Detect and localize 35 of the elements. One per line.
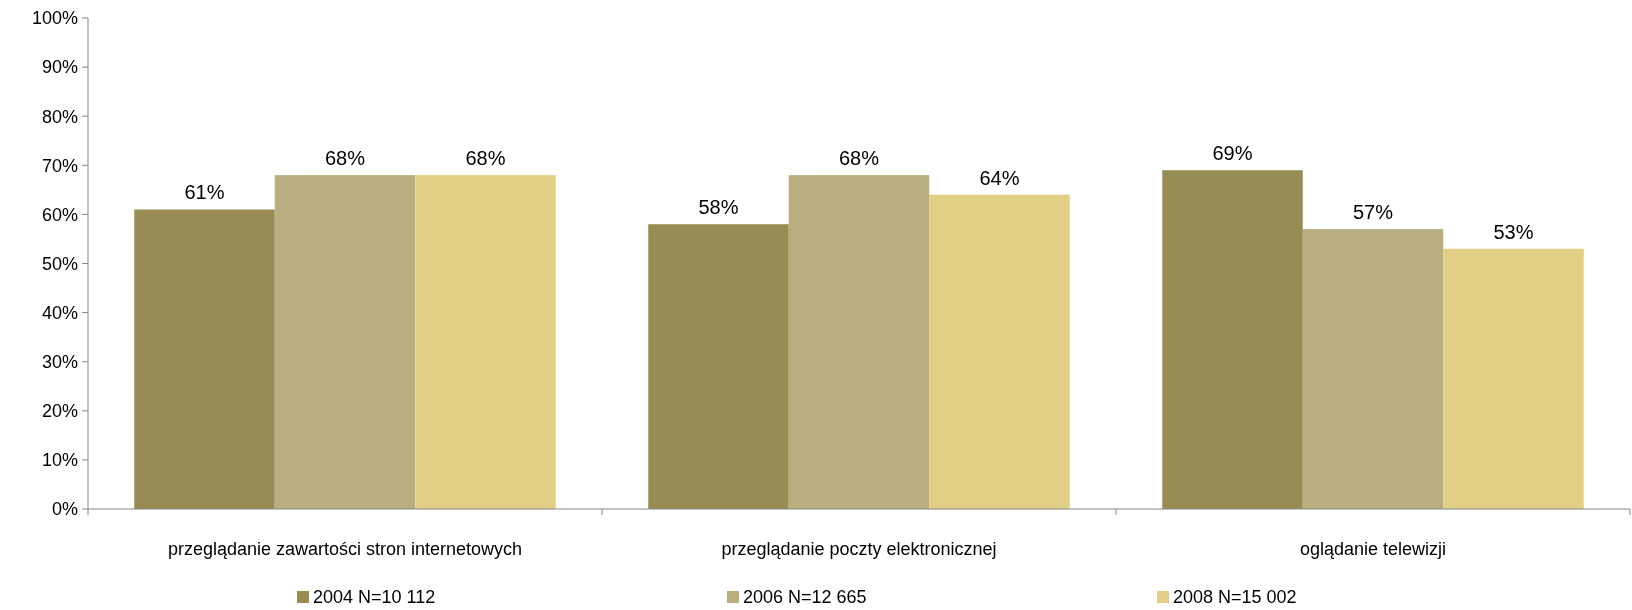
bar	[1443, 248, 1584, 509]
data-label: 68%	[324, 147, 366, 170]
data-label: 58%	[698, 196, 739, 219]
data-label: 68%	[838, 147, 880, 170]
bar	[415, 175, 556, 509]
data-label: 57%	[1352, 201, 1394, 224]
bar	[788, 175, 930, 509]
y-tick-label: 70%	[41, 155, 78, 176]
y-tick-label: 50%	[41, 253, 78, 274]
y-tick-label: 30%	[41, 352, 78, 372]
y-tick-label: 100%	[31, 8, 78, 29]
x-tick-label: przeglądanie poczty elektronicznej	[721, 539, 997, 559]
data-label: 53%	[1493, 220, 1534, 243]
bar	[929, 194, 1070, 509]
y-tick-label: 0%	[51, 499, 78, 520]
x-tick-label: przeglądanie zawartości stron internetowych	[167, 539, 523, 559]
data-label: 64%	[979, 166, 1020, 189]
bar	[134, 209, 275, 509]
legend-label: 2004 N=10 112	[313, 587, 436, 608]
bar	[1302, 229, 1444, 509]
y-tick-label: 40%	[41, 302, 78, 323]
bar	[648, 224, 789, 509]
y-tick-label: 80%	[41, 106, 78, 127]
legend-label: 2006 N=12 665	[743, 587, 867, 608]
y-tick-label: 10%	[41, 450, 78, 471]
bar	[274, 175, 416, 509]
data-label: 61%	[184, 181, 225, 204]
y-tick-label: 60%	[41, 204, 78, 225]
data-label: 69%	[1212, 142, 1253, 165]
x-tick-label: oglądanie telewizji	[1299, 539, 1447, 559]
y-tick-label: 20%	[41, 401, 78, 422]
legend-label: 2008 N=15 002	[1173, 587, 1297, 608]
y-tick-label: 90%	[41, 57, 78, 78]
bar	[1162, 170, 1303, 509]
data-label: 68%	[465, 147, 506, 170]
